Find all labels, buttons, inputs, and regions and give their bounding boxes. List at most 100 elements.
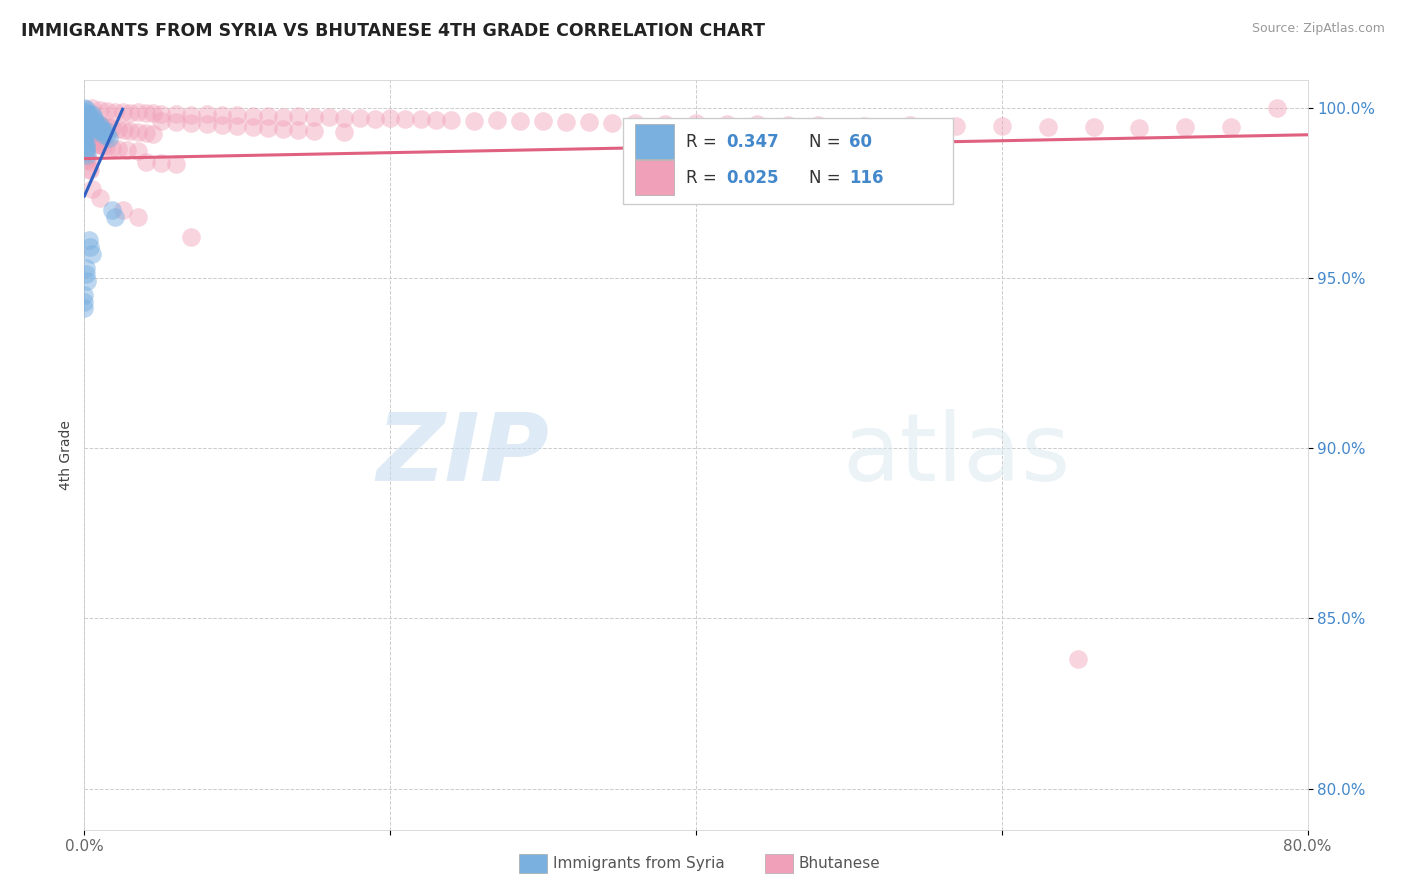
Point bbox=[349, 111, 371, 125]
Point bbox=[73, 124, 96, 138]
Point bbox=[1128, 120, 1150, 135]
Point bbox=[89, 118, 111, 132]
Point bbox=[75, 145, 97, 159]
Point bbox=[73, 112, 96, 126]
Point bbox=[80, 114, 103, 128]
Point bbox=[86, 137, 108, 152]
Point bbox=[73, 132, 96, 146]
Point bbox=[79, 114, 101, 128]
Text: N =: N = bbox=[808, 133, 845, 151]
Point bbox=[83, 111, 105, 125]
Point bbox=[111, 202, 134, 217]
Text: 116: 116 bbox=[849, 169, 883, 186]
Text: R =: R = bbox=[686, 133, 723, 151]
Point bbox=[75, 111, 97, 125]
Point bbox=[75, 139, 97, 153]
Text: 0.025: 0.025 bbox=[727, 169, 779, 186]
Point bbox=[104, 105, 127, 120]
Point bbox=[73, 117, 96, 131]
Point bbox=[101, 141, 124, 155]
Text: IMMIGRANTS FROM SYRIA VS BHUTANESE 4TH GRADE CORRELATION CHART: IMMIGRANTS FROM SYRIA VS BHUTANESE 4TH G… bbox=[21, 22, 765, 40]
Point bbox=[93, 128, 115, 142]
Point bbox=[79, 162, 101, 177]
Point bbox=[101, 120, 124, 135]
Point bbox=[120, 105, 142, 120]
Point bbox=[73, 294, 96, 309]
Point bbox=[226, 108, 249, 122]
Point bbox=[1174, 120, 1197, 135]
Point bbox=[73, 129, 96, 144]
Point bbox=[107, 121, 129, 136]
Point bbox=[77, 113, 100, 128]
Text: Immigrants from Syria: Immigrants from Syria bbox=[553, 856, 724, 871]
Point bbox=[83, 118, 105, 132]
Point bbox=[1265, 101, 1288, 115]
Point bbox=[96, 120, 118, 134]
Point bbox=[318, 110, 340, 124]
Point bbox=[226, 120, 249, 134]
Text: Bhutanese: Bhutanese bbox=[799, 856, 880, 871]
Point bbox=[77, 233, 100, 247]
Point bbox=[112, 122, 135, 136]
Text: N =: N = bbox=[808, 169, 845, 186]
Point bbox=[79, 114, 101, 128]
Point bbox=[75, 137, 97, 152]
Point bbox=[76, 111, 98, 125]
Point bbox=[76, 114, 98, 128]
Point bbox=[76, 131, 98, 145]
Point bbox=[333, 111, 356, 125]
Point bbox=[242, 109, 264, 123]
FancyBboxPatch shape bbox=[623, 118, 953, 204]
Point bbox=[135, 154, 157, 169]
Point bbox=[555, 115, 578, 129]
Point bbox=[91, 139, 114, 153]
Point bbox=[101, 202, 124, 217]
Point bbox=[747, 117, 769, 131]
Point bbox=[96, 128, 118, 142]
Point bbox=[1083, 120, 1105, 134]
Point bbox=[111, 104, 134, 119]
Point bbox=[76, 105, 98, 120]
Point bbox=[79, 120, 101, 135]
Point bbox=[73, 120, 96, 134]
Point bbox=[80, 120, 103, 135]
Point bbox=[94, 124, 117, 138]
Point bbox=[394, 112, 416, 127]
Point bbox=[654, 116, 676, 130]
Point bbox=[73, 122, 96, 136]
Point bbox=[257, 121, 280, 136]
Point bbox=[75, 107, 97, 121]
Point bbox=[77, 161, 100, 176]
Point bbox=[83, 135, 105, 149]
Point bbox=[73, 114, 96, 128]
Point bbox=[135, 106, 157, 120]
Point bbox=[486, 113, 509, 128]
Point bbox=[80, 182, 103, 196]
Point bbox=[86, 118, 108, 132]
Text: 0.347: 0.347 bbox=[727, 133, 779, 151]
Point bbox=[127, 210, 149, 224]
Point bbox=[287, 109, 309, 123]
Point bbox=[776, 118, 799, 132]
Point bbox=[165, 157, 187, 171]
FancyBboxPatch shape bbox=[636, 161, 673, 195]
Point bbox=[73, 103, 96, 118]
Text: 60: 60 bbox=[849, 133, 872, 151]
Point bbox=[80, 107, 103, 121]
Point bbox=[76, 153, 98, 167]
Point bbox=[624, 115, 647, 129]
Point bbox=[127, 145, 149, 159]
Point bbox=[75, 152, 97, 166]
Point bbox=[333, 125, 356, 139]
Point bbox=[79, 111, 101, 125]
Point bbox=[73, 288, 96, 302]
Text: atlas: atlas bbox=[842, 409, 1071, 501]
Point bbox=[600, 116, 623, 130]
Point bbox=[271, 122, 294, 136]
Point bbox=[79, 240, 101, 254]
Point bbox=[440, 112, 463, 127]
Point bbox=[89, 118, 111, 132]
Point bbox=[75, 102, 97, 116]
Point bbox=[77, 112, 100, 127]
Point bbox=[77, 132, 100, 146]
